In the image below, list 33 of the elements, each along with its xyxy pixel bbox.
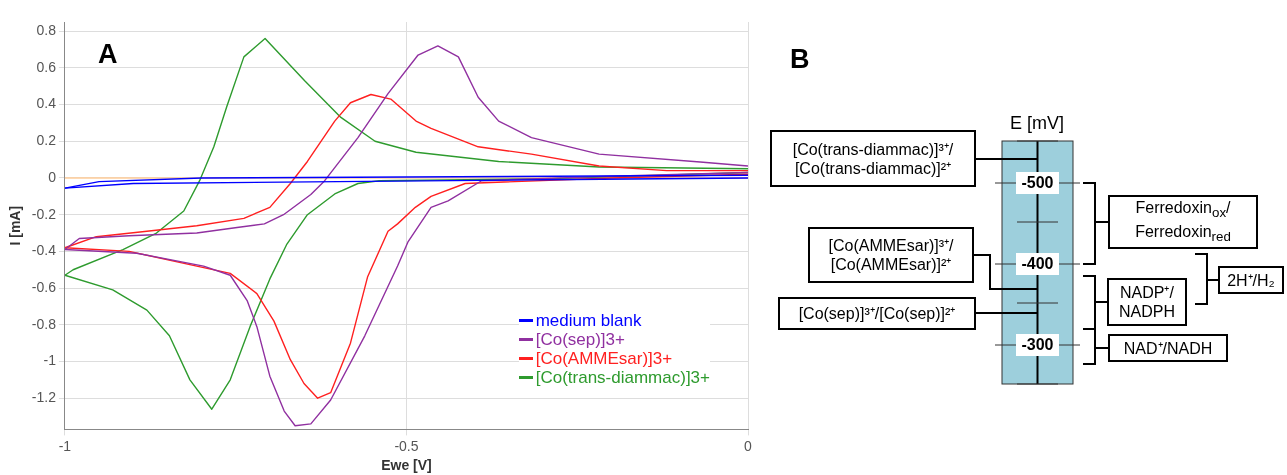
text: -400: [1016, 253, 1059, 275]
y-tick-label: 0.4: [36, 95, 57, 112]
y-tick-label: -1: [43, 352, 57, 369]
text: [Co(AMMEsar)]³⁺/ [Co(AMMEsar)]²⁺: [828, 236, 954, 274]
legend-label: [Co(trans-diammac)]3+: [535, 368, 710, 387]
y-tick-label: -0.4: [31, 242, 57, 259]
legend-label: [Co(sep)]3+: [535, 330, 625, 349]
legend-label: medium blank: [535, 311, 642, 330]
x-axis-title: Ewe [V]: [381, 457, 432, 474]
y-tick-label: 0.6: [36, 58, 57, 75]
text: [Co(trans-diammac)]³⁺/ [Co(trans-diammac)]²⁺: [792, 139, 954, 178]
text: A: [97, 39, 118, 70]
x-tick-label: -1: [58, 437, 72, 454]
y-tick-label: -0.8: [31, 315, 57, 332]
x-tick-label: 0: [744, 437, 753, 454]
text: NADP⁺/ NADPH: [1118, 283, 1175, 321]
x-tick-label: -0.5: [394, 437, 419, 454]
text: 2H⁺/H₂: [1227, 270, 1275, 290]
text: B: [790, 44, 810, 75]
y-tick-label: 0.2: [36, 132, 57, 149]
text: E [mV]: [1009, 113, 1065, 134]
legend-label: [Co(AMMEsar)]3+: [535, 349, 673, 368]
text: -500: [1016, 172, 1059, 194]
y-axis-title: I [mA]: [7, 205, 24, 246]
text: Ferredoxin$_{ox}$/ Ferredoxin$_{red}$: [1135, 197, 1231, 247]
y-tick-label: 0.8: [36, 22, 57, 39]
y-tick-label: -1.2: [31, 389, 57, 406]
y-tick-label: -0.2: [31, 205, 57, 222]
y-tick-label: 0: [48, 168, 57, 185]
text: -300: [1016, 334, 1059, 356]
y-tick-label: -0.6: [31, 278, 57, 295]
text: NAD⁺/NADH: [1123, 338, 1213, 358]
text: [Co(sep)]³⁺/[Co(sep)]²⁺: [798, 304, 956, 323]
